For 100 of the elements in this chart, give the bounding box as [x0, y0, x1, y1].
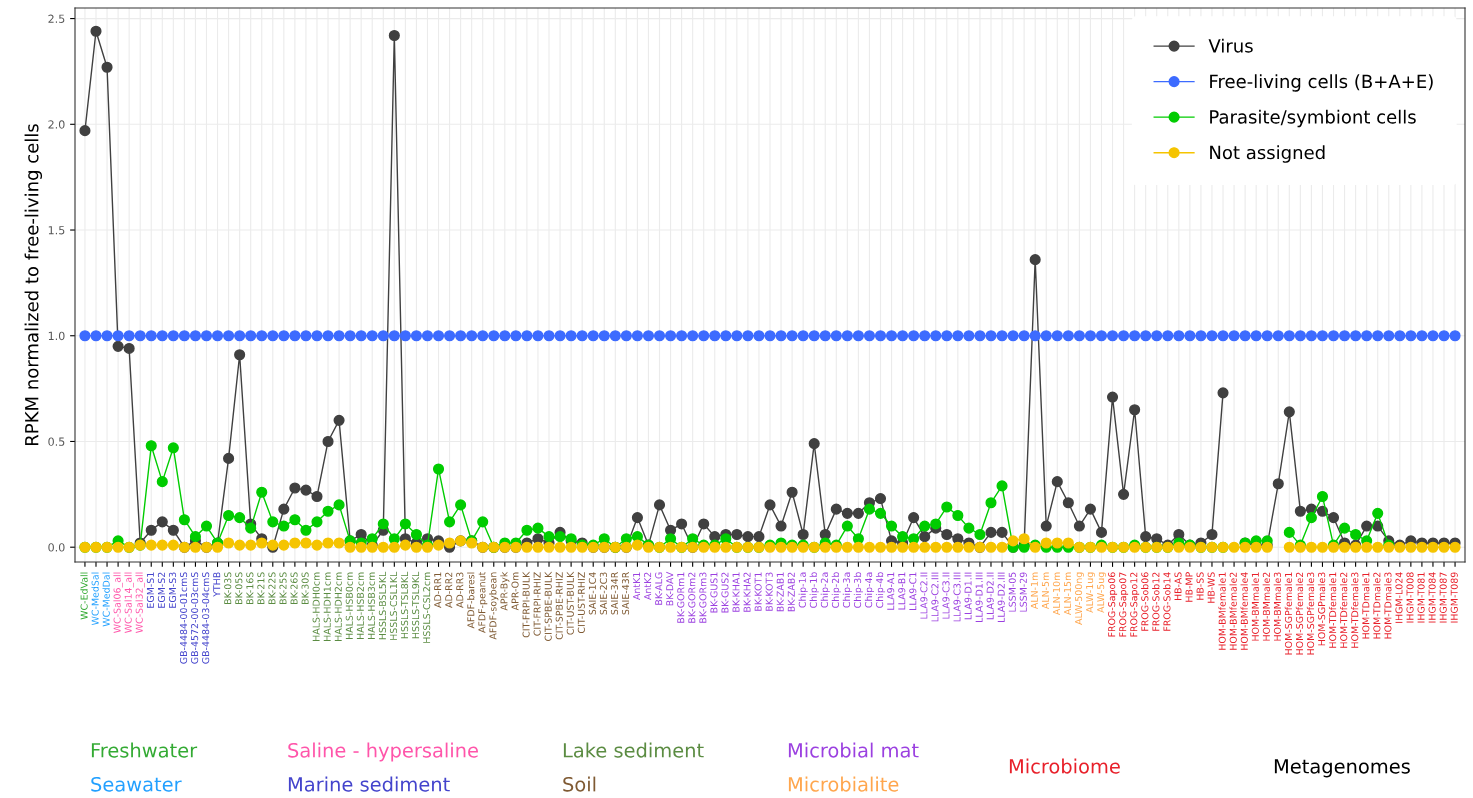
x-tick-label: HOM-SGPfemale2: [1295, 572, 1304, 655]
x-tick-label: WC-Sal06_all: [113, 572, 123, 633]
x-tick-label: IHGM-T087: [1439, 572, 1447, 623]
x-tick-label: BK-GUS1: [710, 572, 718, 613]
x-tick-label: ALW-500ng: [1074, 572, 1084, 625]
x-tick-label: HSSLS-BSL5KL: [378, 571, 387, 640]
x-tick-label: YTHB: [213, 572, 221, 597]
x-tick-label: AFDF-soybean: [489, 572, 499, 640]
x-tick-label: FROG-Sapo06: [1108, 572, 1118, 637]
text: Microbial mat: [788, 742, 919, 758]
x-tick-label: WC-MedSal: [91, 572, 99, 626]
x-tick-label: HB-SS: [1196, 572, 1204, 600]
x-tick-label: HOM-BMmale3: [1273, 572, 1282, 641]
x-tick-label: LLA9-A1: [887, 572, 895, 610]
x-tick-label: AFDF-peanut: [478, 571, 488, 633]
x-tick-label: LSSM-05: [1008, 572, 1016, 612]
text: Microbiome: [1009, 758, 1120, 774]
text: Metagenomes: [1274, 759, 1410, 778]
x-tick-label: HOM-TDmale1: [1362, 572, 1370, 639]
x-tick-label: SAIE-34R: [610, 572, 619, 615]
x-tick-label: SAIE-43R: [621, 572, 630, 615]
x-tick-label: LLA9-C3.III: [953, 572, 961, 622]
x-tick-label: IHGM-T084: [1428, 572, 1436, 623]
x-tick-label: FROG-Sapo12: [1130, 572, 1140, 637]
x-tick-label: AD-RR1: [434, 572, 442, 608]
x-tick-label: ALW-1ug: [1086, 572, 1095, 613]
x-tick-label: LLA9-C1: [909, 572, 917, 611]
x-tick-label: BK-21S: [257, 572, 265, 604]
text: Microbialite: [788, 776, 899, 792]
x-tick-label: BK-ZAB1: [776, 572, 784, 612]
x-tick-label: BK-KOT1: [754, 572, 762, 611]
x-tick-label: BK-30S: [301, 572, 309, 604]
x-tick-label: GB-4572-00-03cmS: [191, 572, 199, 664]
x-tick-label: BK-26S: [290, 572, 298, 604]
x-tick-label: LLA9-D2.III: [997, 572, 1005, 623]
x-tick-label: BK-GUS2: [721, 572, 729, 613]
x-tick-label: HOM-SGPmale3: [1317, 572, 1326, 646]
x-tick-label: HALS-HDH1cm: [323, 572, 331, 641]
text: Marine sediment: [288, 776, 450, 792]
x-tick-label: LLA9-C2.III: [931, 572, 939, 622]
x-tick-label: BK-22S: [268, 572, 276, 604]
x-tick-label: AntK1: [633, 572, 641, 600]
x-tick-label: IHGM-T089: [1450, 572, 1458, 623]
x-tick-label: ALN-1m: [1030, 572, 1038, 610]
text: Lake sediment: [563, 742, 704, 758]
x-tick-label: HALS-HSB3cm: [367, 572, 375, 639]
x-tick-label: ALN-10m: [1052, 572, 1061, 616]
text: Saline - hypersaline: [288, 742, 478, 762]
x-tick-label: HB-WS: [1207, 572, 1215, 603]
x-tick-label: FROG-Sob12: [1152, 572, 1160, 631]
x-tick-label: BK-GORm2: [688, 572, 696, 623]
x-tick-label: ALW-5ug: [1097, 572, 1107, 613]
x-tick-label: LSSM-29: [1019, 572, 1027, 612]
x-tick-label: ALN-15m: [1064, 572, 1072, 616]
x-tick-label: FROG-Sob14: [1163, 572, 1171, 631]
x-tick-label: SAIE-1C4: [588, 572, 596, 615]
legend-label: Parasite/symbiont cells: [1210, 109, 1416, 128]
x-tick-label: BK-GORm3: [699, 572, 707, 623]
x-tick-label: EGM-S1: [146, 572, 154, 608]
x-tick-label: WC-Sal32_all: [135, 572, 145, 633]
y-tick-label: 2.5: [48, 14, 65, 23]
x-tick-label: Chip-2b: [831, 572, 841, 608]
legend-label: Not assigned: [1210, 145, 1325, 163]
y-tick-label: 0.5: [48, 437, 65, 446]
x-tick-label: IHGM-T081: [1417, 572, 1425, 623]
x-tick-label: APR-Byk: [500, 571, 510, 611]
x-tick-label: BK-25S: [279, 572, 287, 604]
x-tick-label: FROG-Sapo07: [1119, 572, 1129, 637]
x-tick-label: HOM-TDfemale3: [1351, 572, 1359, 648]
x-tick-label: IHGM-T008: [1406, 572, 1414, 623]
y-axis-title: RPKM normalized to free-living cells: [24, 124, 43, 445]
x-tick-label: HB-AS: [1174, 572, 1182, 601]
x-tick-label: AntK2: [644, 572, 652, 600]
x-tick-label: FROG-Sob06: [1141, 572, 1149, 631]
x-tick-label: BK-ALG: [655, 572, 663, 605]
x-tick-label: LLA9-D2.II: [986, 572, 994, 620]
x-tick-label: BK-KHA2: [743, 572, 751, 612]
x-tick-label: BK-ZAB2: [787, 572, 795, 612]
x-tick-label: HOM-BMfemale1: [1218, 572, 1226, 650]
x-tick-label: BK-16S: [246, 572, 254, 604]
x-tick-label: HALS-HSB0cm: [345, 572, 353, 639]
x-tick-label: LLA9-C3.II: [942, 572, 950, 619]
x-tick-label: AD-RR2: [445, 572, 453, 608]
x-tick-label: HALS-HDH0cm: [312, 572, 320, 641]
x-tick-label: HSSLS-TSL9KL: [412, 571, 420, 639]
x-tick-label: HSSLS-CSL2cm: [423, 572, 431, 643]
x-tick-label: AFDF-baresl: [467, 572, 475, 629]
text: Freshwater: [91, 742, 198, 758]
legend-label: Virus: [1208, 38, 1253, 53]
x-tick-label: EGM-S2: [157, 572, 166, 608]
legend-label: Free-living cells (B+A+E): [1210, 74, 1433, 92]
x-tick-label: CIT-UST-RHIZ: [577, 572, 585, 634]
x-tick-label: Chip-3a: [842, 572, 852, 608]
y-tick-label: 2.0: [48, 120, 65, 129]
x-tick-label: CIT-FRPI-RHIZ: [533, 572, 541, 636]
x-tick-label: WC-MedDal: [102, 572, 110, 627]
x-tick-label: BK-KOT3: [765, 572, 773, 611]
x-tick-label: HSSLS-CSL1KL: [389, 571, 398, 640]
x-tick-label: AD-RR3: [456, 572, 464, 608]
x-tick-label: EGM-S3: [168, 572, 177, 608]
